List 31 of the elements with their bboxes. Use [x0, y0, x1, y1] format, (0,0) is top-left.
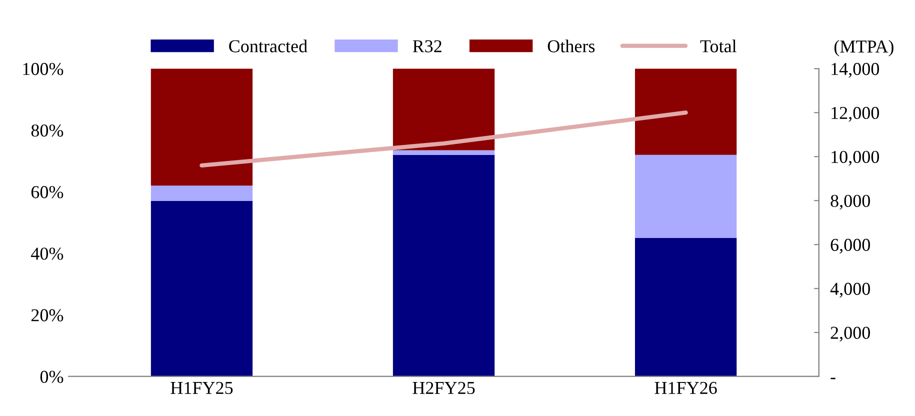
y2-tick-label: - — [830, 378, 836, 380]
y2-tick-label: 10,000 — [832, 150, 879, 166]
bar — [150, 68, 253, 186]
y2-tick-label: 4,000 — [830, 282, 870, 298]
bar — [150, 201, 253, 376]
y-tick-label: 40% — [31, 248, 64, 260]
bar — [392, 68, 495, 150]
y-tick-label: 0% — [40, 370, 64, 383]
x-tick-label: H2FY25 — [412, 382, 475, 394]
x-tick-label: H1FY25 — [170, 382, 233, 394]
y-tick-label: 80% — [31, 124, 64, 137]
y2-tick-label: 2,000 — [830, 326, 870, 342]
legend-label: Contracted — [229, 40, 308, 52]
y2-tick-label: 6,000 — [830, 238, 870, 254]
legend-label: Others — [548, 40, 595, 52]
legend-label: R32 — [412, 40, 442, 52]
y2-tick-label: 12,000 — [832, 106, 879, 122]
y2-axis-title: (MTPA) — [834, 40, 894, 56]
y-tick-label: 60% — [31, 186, 64, 198]
y-tick-label: 100% — [23, 62, 64, 76]
legend-label: Total — [700, 40, 736, 52]
y2-tick-label: 8,000 — [830, 194, 870, 210]
bar — [150, 186, 253, 202]
bar — [392, 154, 495, 376]
y-tick-label: 20% — [31, 309, 64, 322]
y2-tick-label: 14,000 — [832, 62, 879, 78]
bar — [634, 154, 737, 238]
bar — [392, 150, 495, 155]
x-tick-label: H1FY26 — [654, 382, 717, 394]
bar — [634, 238, 737, 376]
bar — [634, 68, 737, 155]
